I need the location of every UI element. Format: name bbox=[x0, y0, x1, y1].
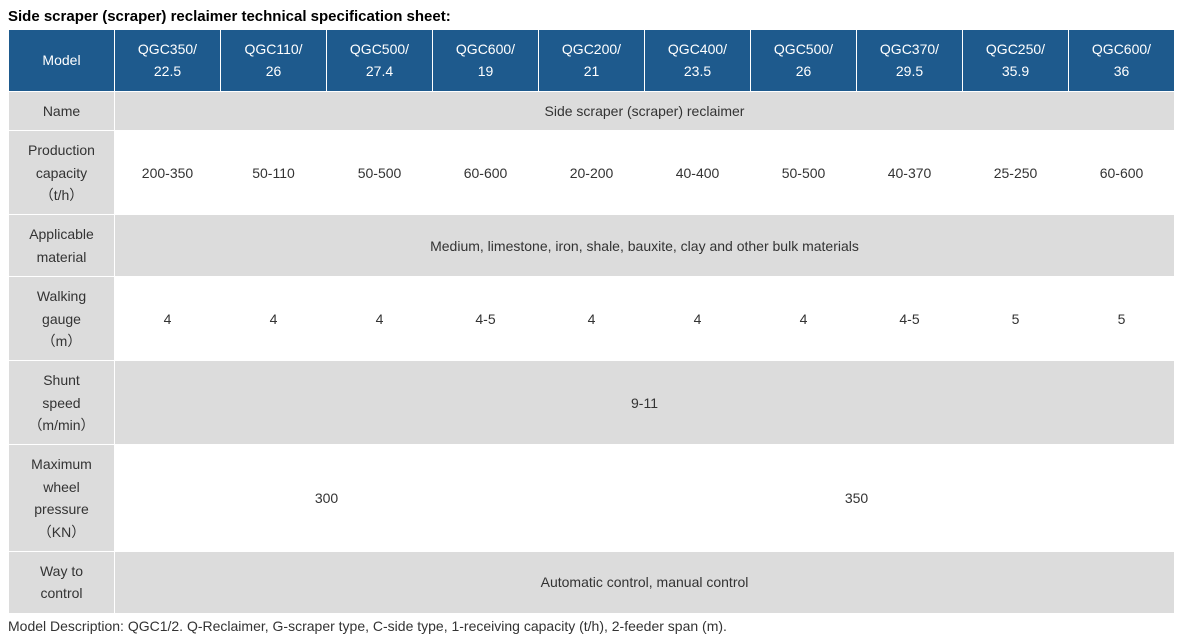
model-value: 26 bbox=[755, 60, 852, 82]
model-value: 23.5 bbox=[649, 60, 746, 82]
data-cell: 4 bbox=[327, 277, 433, 361]
model-description: Model Description: QGC1/2. Q-Reclaimer, … bbox=[8, 618, 1174, 634]
sheet-title: Side scraper (scraper) reclaimer technic… bbox=[8, 8, 1174, 25]
model-col-8: QGC250/35.9 bbox=[963, 30, 1069, 92]
data-cell: 50-500 bbox=[327, 131, 433, 215]
model-code: QGC110/ bbox=[225, 38, 322, 60]
model-code: QGC370/ bbox=[861, 38, 958, 60]
model-col-4: QGC200/21 bbox=[539, 30, 645, 92]
data-cell: 50-500 bbox=[751, 131, 857, 215]
data-cell: 20-200 bbox=[539, 131, 645, 215]
data-cell: 350 bbox=[539, 445, 1175, 552]
data-cell: 4-5 bbox=[433, 277, 539, 361]
data-cell: 4-5 bbox=[857, 277, 963, 361]
table-row: NameSide scraper (scraper) reclaimer bbox=[9, 91, 1175, 130]
model-value: 19 bbox=[437, 60, 534, 82]
model-code: QGC200/ bbox=[543, 38, 640, 60]
data-cell: 60-600 bbox=[433, 131, 539, 215]
table-row: Maximumwheelpressure（KN）300350 bbox=[9, 445, 1175, 552]
model-code: QGC500/ bbox=[331, 38, 428, 60]
row-label: Maximumwheelpressure（KN） bbox=[9, 445, 115, 552]
data-cell: 5 bbox=[963, 277, 1069, 361]
data-cell: 4 bbox=[751, 277, 857, 361]
data-cell: 50-110 bbox=[221, 131, 327, 215]
table-row: Productioncapacity（t/h）200-35050-11050-5… bbox=[9, 131, 1175, 215]
row-label: Shuntspeed（m/min） bbox=[9, 361, 115, 445]
data-cell: 300 bbox=[115, 445, 539, 552]
model-col-5: QGC400/23.5 bbox=[645, 30, 751, 92]
model-value: 29.5 bbox=[861, 60, 958, 82]
row-label: Name bbox=[9, 91, 115, 130]
model-col-7: QGC370/29.5 bbox=[857, 30, 963, 92]
model-code: QGC250/ bbox=[967, 38, 1064, 60]
model-value: 26 bbox=[225, 60, 322, 82]
data-cell: 9-11 bbox=[115, 361, 1175, 445]
data-cell: Medium, limestone, iron, shale, bauxite,… bbox=[115, 215, 1175, 277]
data-cell: Side scraper (scraper) reclaimer bbox=[115, 91, 1175, 130]
model-code: QGC400/ bbox=[649, 38, 746, 60]
model-col-6: QGC500/26 bbox=[751, 30, 857, 92]
row-label: Walkinggauge（m） bbox=[9, 277, 115, 361]
table-row: Walkinggauge（m）4444-54444-555 bbox=[9, 277, 1175, 361]
model-col-9: QGC600/36 bbox=[1069, 30, 1175, 92]
data-cell: 4 bbox=[645, 277, 751, 361]
row-label: Productioncapacity（t/h） bbox=[9, 131, 115, 215]
row-label: Way tocontrol bbox=[9, 552, 115, 614]
data-cell: 40-400 bbox=[645, 131, 751, 215]
model-value: 35.9 bbox=[967, 60, 1064, 82]
model-code: QGC600/ bbox=[437, 38, 534, 60]
model-col-3: QGC600/19 bbox=[433, 30, 539, 92]
model-value: 27.4 bbox=[331, 60, 428, 82]
table-row: ApplicablematerialMedium, limestone, iro… bbox=[9, 215, 1175, 277]
model-col-2: QGC500/27.4 bbox=[327, 30, 433, 92]
data-cell: 4 bbox=[115, 277, 221, 361]
model-col-0: QGC350/22.5 bbox=[115, 30, 221, 92]
table-row: Way tocontrolAutomatic control, manual c… bbox=[9, 552, 1175, 614]
data-cell: 40-370 bbox=[857, 131, 963, 215]
data-cell: 4 bbox=[221, 277, 327, 361]
data-cell: 200-350 bbox=[115, 131, 221, 215]
model-code: QGC350/ bbox=[119, 38, 216, 60]
table-row: Shuntspeed（m/min）9-11 bbox=[9, 361, 1175, 445]
data-cell: 4 bbox=[539, 277, 645, 361]
model-code: QGC500/ bbox=[755, 38, 852, 60]
data-cell: 25-250 bbox=[963, 131, 1069, 215]
spec-table: Model QGC350/22.5QGC110/26QGC500/27.4QGC… bbox=[8, 29, 1175, 614]
model-value: 21 bbox=[543, 60, 640, 82]
data-cell: 60-600 bbox=[1069, 131, 1175, 215]
model-code: QGC600/ bbox=[1073, 38, 1170, 60]
row-label: Applicablematerial bbox=[9, 215, 115, 277]
model-value: 36 bbox=[1073, 60, 1170, 82]
model-value: 22.5 bbox=[119, 60, 216, 82]
data-cell: 5 bbox=[1069, 277, 1175, 361]
header-row: Model QGC350/22.5QGC110/26QGC500/27.4QGC… bbox=[9, 30, 1175, 92]
model-header: Model bbox=[9, 30, 115, 92]
model-col-1: QGC110/26 bbox=[221, 30, 327, 92]
data-cell: Automatic control, manual control bbox=[115, 552, 1175, 614]
